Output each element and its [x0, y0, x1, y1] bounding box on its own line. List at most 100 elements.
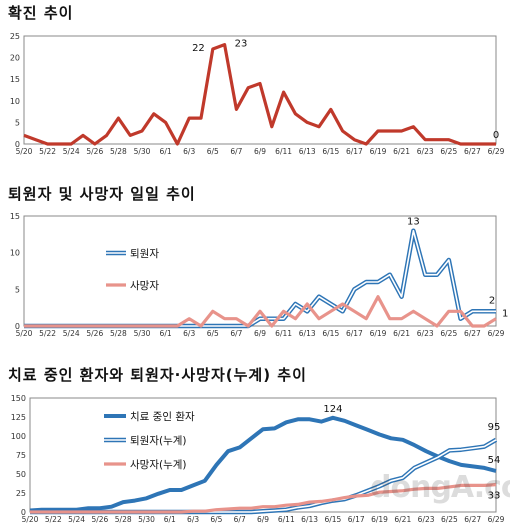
x-tick-label: 6/13: [299, 147, 316, 156]
y-tick-label: 100: [11, 432, 26, 441]
y-tick-label: 50: [16, 470, 26, 479]
legend-label-2: 사망자(누계): [130, 459, 187, 471]
plot-frame: [23, 35, 497, 145]
y-tick-label: 25: [16, 489, 26, 498]
legend-label-1: 퇴원자(누계): [130, 435, 187, 447]
x-tick-label: 6/3: [183, 147, 195, 156]
x-tick-label: 6/23: [417, 329, 434, 338]
y-tick-label: 10: [10, 249, 20, 258]
watermark: dongA.com: [370, 470, 510, 505]
x-tick-label: 6/1: [164, 515, 176, 524]
x-tick-label: 6/21: [393, 329, 410, 338]
x-tick-label: 6/27: [464, 515, 481, 524]
plot-frame: [23, 215, 497, 327]
confirmed-trend-chart: 0 5 10 15 20 25 5/20 5/22 5/24 5/26 5/28 5/30 6/1 6/3…: [10, 32, 505, 156]
y-tick-label: 5: [15, 118, 20, 127]
x-tick-label: 6/17: [348, 515, 365, 524]
x-tick-label: 6/15: [322, 329, 339, 338]
x-tick-label: 5/20: [16, 147, 33, 156]
x-tick-label: 6/3: [187, 515, 199, 524]
x-tick-label: 6/3: [183, 329, 195, 338]
data-label: 0: [493, 130, 499, 141]
x-tick-label: 6/19: [370, 329, 387, 338]
x-tick-label: 6/19: [371, 515, 388, 524]
y-tick-label: 10: [10, 97, 20, 106]
y-tick-label: 0: [21, 508, 26, 517]
x-tick-label: 6/9: [257, 515, 269, 524]
chart2-title: 퇴원자 및 사망자 일일 추이: [8, 185, 196, 203]
x-tick-label: 5/22: [45, 515, 62, 524]
y-tick-label: 0: [15, 140, 20, 149]
x-tick-label: 6/19: [370, 147, 387, 156]
x-tick-label: 6/29: [488, 329, 505, 338]
data-label: 33: [488, 491, 501, 502]
x-tick-label: 6/29: [488, 515, 505, 524]
discharge-death-daily-chart: 0 5 10 15 5/20 5/22 5/24 5/26 5/28 5/30 6/1 6/3 6/5 6…: [10, 212, 509, 338]
series-line-2: [30, 483, 497, 514]
y-tick-label: 15: [10, 212, 20, 221]
x-tick-label: 6/5: [207, 329, 219, 338]
series-line-1: [24, 295, 497, 328]
x-tick-label: 6/15: [324, 515, 341, 524]
x-tick-label: 6/9: [254, 329, 266, 338]
x-tick-label: 6/25: [440, 329, 457, 338]
y-tick-label: 0: [15, 322, 20, 331]
x-tick-label: 5/24: [68, 515, 85, 524]
chart3-title: 치료 중인 환자와 퇴원자·사망자(누계) 추이: [8, 366, 307, 384]
y-tick-label: 25: [10, 32, 20, 41]
x-tick-label: 6/21: [394, 515, 411, 524]
x-tick-label: 6/7: [230, 329, 242, 338]
x-tick-label: 5/30: [134, 147, 151, 156]
y-tick-label: 20: [10, 54, 20, 63]
y-tick-label: 75: [16, 451, 26, 460]
x-tick-label: 5/28: [115, 515, 132, 524]
x-tick-label: 6/15: [322, 147, 339, 156]
data-label: 1: [502, 309, 508, 320]
data-label: 13: [407, 217, 420, 228]
legend-label-1: 사망자: [130, 280, 159, 292]
y-tick-label: 150: [11, 394, 26, 403]
y-tick-label: 5: [15, 285, 20, 294]
legend-label-0: 치료 중인 환자: [130, 411, 195, 423]
data-label: 2: [489, 295, 495, 306]
x-tick-label: 5/28: [110, 329, 127, 338]
x-tick-label: 5/20: [22, 515, 39, 524]
x-tick-label: 6/23: [418, 515, 435, 524]
x-tick-label: 6/7: [234, 515, 246, 524]
data-label: 22: [192, 43, 205, 54]
x-tick-label: 6/17: [346, 329, 363, 338]
x-tick-label: 6/11: [275, 329, 292, 338]
x-tick-label: 6/7: [230, 147, 242, 156]
x-tick-label: 6/11: [275, 147, 292, 156]
x-tick-label: 6/9: [254, 147, 266, 156]
x-tick-label: 5/22: [39, 329, 56, 338]
x-tick-label: 6/21: [393, 147, 410, 156]
x-tick-label: 6/13: [299, 329, 316, 338]
x-tick-label: 5/26: [86, 147, 103, 156]
x-tick-label: 6/11: [278, 515, 295, 524]
chart1-title: 확진 추이: [8, 4, 74, 22]
data-label: 54: [488, 455, 501, 466]
series-line-0: [29, 415, 497, 513]
x-tick-label: 6/1: [160, 147, 172, 156]
x-tick-label: 6/5: [207, 147, 219, 156]
x-tick-label: 5/24: [63, 329, 80, 338]
x-tick-label: 5/30: [134, 329, 151, 338]
x-tick-label: 6/25: [440, 147, 457, 156]
series-line-0: [23, 43, 496, 146]
x-tick-label: 6/17: [346, 147, 363, 156]
y-tick-label: 125: [11, 413, 26, 422]
data-label: 95: [488, 422, 501, 433]
x-tick-label: 6/1: [160, 329, 172, 338]
x-tick-label: 6/13: [301, 515, 318, 524]
x-tick-label: 6/23: [417, 147, 434, 156]
x-tick-label: 5/22: [39, 147, 56, 156]
x-tick-label: 5/20: [16, 329, 33, 338]
data-label: 23: [235, 39, 248, 50]
x-tick-label: 6/29: [488, 147, 505, 156]
x-tick-label: 6/25: [441, 515, 458, 524]
x-tick-label: 5/26: [86, 329, 103, 338]
x-tick-label: 5/30: [138, 515, 155, 524]
x-tick-label: 5/24: [63, 147, 80, 156]
data-label: 124: [323, 404, 342, 415]
